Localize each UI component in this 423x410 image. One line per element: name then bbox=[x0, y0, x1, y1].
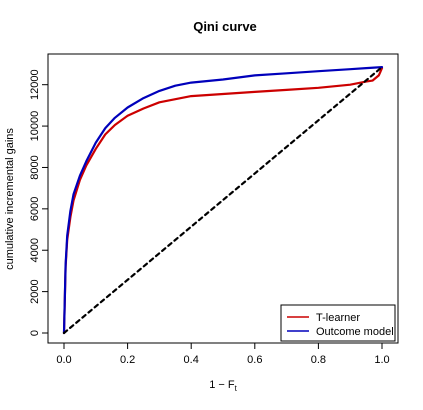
legend: T-learner Outcome model bbox=[280, 304, 396, 342]
y-tick-label: 10000 bbox=[29, 111, 41, 142]
legend-label: Outcome model bbox=[316, 326, 394, 338]
x-axis-title: 1 − Ft bbox=[209, 379, 237, 393]
y-tick-label: 4000 bbox=[29, 238, 41, 262]
y-axis-title: cumulative incremental gains bbox=[4, 128, 16, 270]
x-tick-label: 0.0 bbox=[56, 354, 71, 366]
legend-box bbox=[280, 304, 396, 342]
y-tick-label: 0 bbox=[29, 330, 41, 336]
y-tick-label: 12000 bbox=[29, 69, 41, 100]
series-lines bbox=[62, 66, 384, 335]
x-tick-label: 0.2 bbox=[120, 354, 135, 366]
x-axis-title-main: 1 − F bbox=[209, 379, 235, 391]
x-tick-label: 0.8 bbox=[311, 354, 326, 366]
series-line-t-learner bbox=[62, 67, 384, 335]
reference-diagonal-line bbox=[62, 66, 384, 335]
chart-title: Qini curve bbox=[193, 19, 257, 34]
x-tick-label: 0.6 bbox=[247, 354, 262, 366]
x-tick-label: 0.4 bbox=[184, 354, 199, 366]
x-axis-title-subscript: t bbox=[235, 384, 238, 393]
y-tick-label: 6000 bbox=[29, 197, 41, 221]
series-line-outcome-model bbox=[62, 66, 384, 335]
y-axis: 0 2000 4000 6000 8000 10000 12000 bbox=[29, 69, 49, 336]
x-tick-label: 1.0 bbox=[374, 354, 389, 366]
y-tick-label: 8000 bbox=[29, 155, 41, 179]
legend-label: T-learner bbox=[316, 312, 360, 324]
x-axis: 0.0 0.2 0.4 0.6 0.8 1.0 bbox=[56, 342, 390, 366]
y-tick-label: 2000 bbox=[29, 279, 41, 303]
